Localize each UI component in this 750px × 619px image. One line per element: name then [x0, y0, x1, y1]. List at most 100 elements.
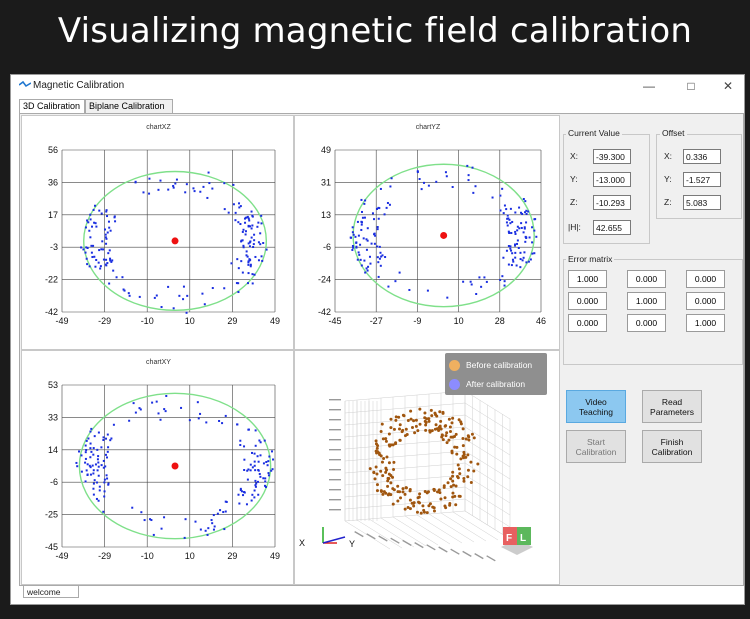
data-point	[377, 275, 380, 278]
data-point	[93, 435, 96, 438]
data-point	[88, 265, 91, 268]
current-z-field[interactable]: -10.293	[593, 195, 631, 210]
data-point	[505, 221, 508, 224]
close-icon[interactable]: ✕	[722, 79, 734, 93]
error-matrix-cell[interactable]: 0.000	[686, 292, 725, 310]
error-matrix-cell[interactable]: 0.000	[686, 270, 725, 288]
data-point	[102, 459, 105, 462]
maximize-icon[interactable]: □	[687, 79, 695, 93]
data-point-3d	[392, 427, 396, 431]
data-point	[97, 461, 100, 464]
data-point	[163, 516, 166, 519]
error-matrix-cell[interactable]: 1.000	[568, 270, 607, 288]
legend-before[interactable]: Before calibration	[449, 357, 532, 373]
grid-3d-line	[440, 512, 487, 542]
data-point	[103, 478, 106, 481]
tab-3d-calibration[interactable]: 3D Calibration	[19, 99, 85, 113]
chart-xz-title: chartXZ	[146, 124, 171, 131]
data-point-3d	[439, 497, 443, 501]
data-point	[96, 458, 99, 461]
offset-x-field[interactable]: 0.336	[683, 149, 721, 164]
current-y-field[interactable]: -13.000	[593, 172, 631, 187]
data-point	[208, 182, 211, 185]
data-point	[253, 239, 256, 242]
data-point-3d	[398, 423, 402, 427]
data-point-3d	[409, 409, 413, 413]
current-x-field[interactable]: -39.300	[593, 149, 631, 164]
data-point	[355, 241, 358, 244]
data-point-3d	[381, 474, 385, 478]
data-point-3d	[464, 437, 468, 441]
data-point	[106, 433, 109, 436]
offset-y-field[interactable]: -1.527	[683, 172, 721, 187]
data-point-3d	[398, 427, 402, 431]
data-point	[106, 450, 109, 453]
data-point-3d	[394, 415, 398, 419]
current-h-field[interactable]: 42.655	[593, 220, 631, 235]
data-point	[420, 188, 423, 191]
data-point	[524, 240, 527, 243]
data-point	[106, 231, 109, 234]
data-point	[164, 410, 167, 413]
offset-z-field[interactable]: 5.083	[683, 195, 721, 210]
data-point-3d	[440, 435, 444, 439]
data-point-3d	[368, 467, 372, 471]
read-parameters-button[interactable]: Read Parameters	[642, 390, 702, 423]
data-point	[243, 469, 246, 472]
data-point-3d	[404, 427, 408, 431]
data-point	[514, 244, 517, 247]
axis-3d-tick	[462, 550, 472, 558]
data-point	[258, 472, 261, 475]
data-point	[246, 478, 249, 481]
data-point	[241, 271, 244, 274]
data-point	[240, 490, 243, 493]
data-point-3d	[458, 472, 462, 476]
minimize-icon[interactable]: —	[643, 79, 655, 93]
data-point	[242, 246, 245, 249]
error-matrix-cell[interactable]: 0.000	[568, 292, 607, 310]
data-point	[182, 298, 185, 301]
error-matrix-cell[interactable]: 0.000	[568, 314, 607, 332]
video-teaching-button[interactable]: Video Teaching	[566, 390, 626, 423]
tab-biplane-calibration[interactable]: Biplane Calibration	[85, 99, 173, 113]
data-point	[352, 246, 355, 249]
axis-3d-tick	[329, 509, 341, 511]
error-matrix-cell[interactable]: 0.000	[627, 270, 666, 288]
data-point	[138, 295, 141, 298]
data-point	[100, 464, 103, 467]
data-point-3d	[462, 450, 466, 454]
data-point	[97, 474, 100, 477]
data-point-3d	[391, 487, 395, 491]
finish-calibration-button[interactable]: Finish Calibration	[642, 430, 702, 463]
data-point-3d	[469, 481, 473, 485]
data-point	[91, 256, 94, 259]
data-point	[237, 267, 240, 270]
error-matrix-cell[interactable]: 1.000	[627, 292, 666, 310]
data-point	[89, 218, 92, 221]
data-point	[167, 285, 170, 288]
x-tick-label: -45	[328, 316, 341, 326]
chart-xy-title: chartXY	[146, 359, 171, 366]
data-point	[108, 282, 111, 285]
data-point-3d	[451, 479, 455, 483]
data-point	[254, 469, 257, 472]
start-calibration-button[interactable]: Start Calibration	[566, 430, 626, 463]
data-point	[510, 264, 513, 267]
legend-after[interactable]: After calibration	[449, 376, 525, 392]
error-matrix-cell[interactable]: 0.000	[627, 314, 666, 332]
data-point	[238, 202, 241, 205]
data-point	[259, 475, 262, 478]
data-point	[256, 225, 259, 228]
data-point	[113, 216, 116, 219]
error-matrix-cell[interactable]: 1.000	[686, 314, 725, 332]
data-point-3d	[414, 424, 418, 428]
data-point	[114, 220, 117, 223]
banner-title: Visualizing magnetic field calibration	[0, 0, 750, 74]
data-point	[499, 278, 502, 281]
offset-y-label: Y:	[664, 174, 672, 184]
data-point	[205, 421, 208, 424]
data-point	[507, 263, 510, 266]
data-point	[356, 258, 359, 261]
data-point-3d	[400, 430, 404, 434]
